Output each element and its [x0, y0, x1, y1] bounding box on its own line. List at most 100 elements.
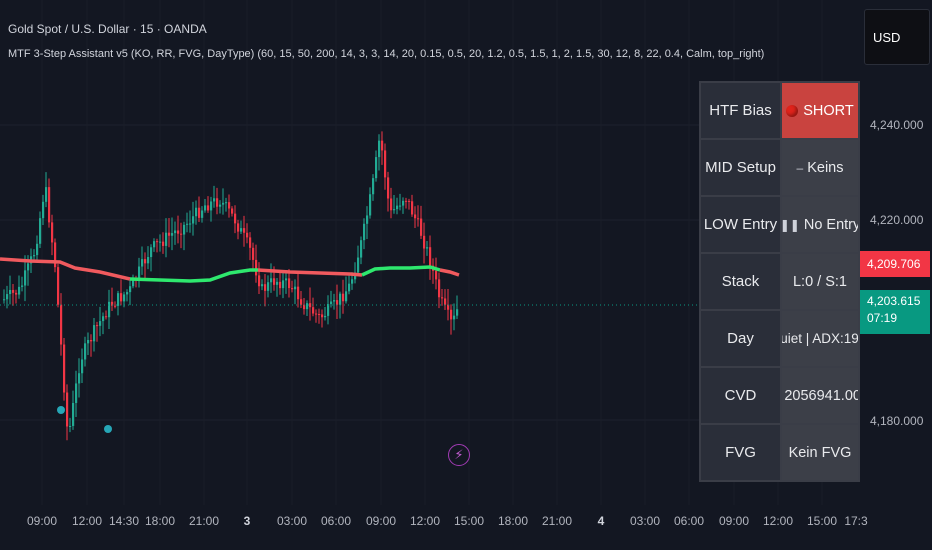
candle-body [165, 232, 168, 246]
candle-body [438, 279, 441, 298]
candle-body [222, 202, 225, 205]
candle-body [234, 213, 237, 224]
candle-body [381, 140, 384, 151]
candle-body [177, 230, 180, 234]
candle-body [225, 202, 228, 204]
candle-body [72, 402, 75, 426]
time-tick: 21:00 [188, 514, 220, 528]
candle-body [411, 201, 414, 215]
candle-body [123, 294, 126, 302]
candle-body [300, 299, 303, 305]
candle-body [405, 200, 408, 202]
indicator-label[interactable]: MTF 3-Step Assistant v5 (KO, RR, FVG, Da… [8, 48, 765, 60]
candle-body [6, 294, 9, 300]
candle-body [90, 340, 93, 342]
candle-body [312, 307, 315, 314]
candle-body [327, 304, 330, 316]
moving-average-red [257, 268, 363, 277]
bar-countdown: 07:19 [867, 311, 898, 325]
candle-body [81, 359, 84, 374]
candle-body [318, 314, 321, 316]
candle-body [237, 223, 240, 232]
candle-body [276, 281, 279, 285]
candle-body [201, 210, 204, 218]
candle-body [297, 286, 300, 300]
candle-body [390, 198, 393, 211]
signal-dot [104, 425, 112, 433]
candle-body [450, 309, 453, 320]
candle-body [207, 205, 210, 211]
candle-body [153, 241, 156, 248]
candle-body [369, 194, 372, 216]
time-tick: 4 [597, 514, 605, 528]
htf-bias-value: SHORT [782, 83, 858, 138]
candle-body [393, 209, 396, 211]
stack-label: Stack [701, 254, 780, 309]
candle-body [315, 313, 318, 315]
candle-body [213, 198, 216, 202]
candle-body [36, 243, 39, 256]
symbol-title[interactable]: Gold Spot / U.S. Dollar · 15 · OANDA [8, 22, 207, 36]
candle-body [426, 247, 429, 249]
candle-body [39, 218, 42, 244]
candle-body [363, 223, 366, 241]
candle-body [78, 373, 81, 384]
candle-body [111, 301, 114, 306]
candle-body [174, 230, 177, 234]
candle-body [420, 218, 423, 236]
candle-body [141, 259, 144, 267]
candle-body [105, 316, 108, 318]
candle-body [15, 292, 18, 295]
candle-body [159, 241, 162, 243]
candle-body [387, 177, 390, 199]
signal-dot [57, 406, 65, 414]
candle-body [168, 232, 171, 236]
candle-body [429, 247, 432, 266]
candle-body [402, 200, 405, 206]
candle-body [417, 218, 420, 220]
indicator-dashboard: HTF Bias SHORT MID Setup – Keins LOW Entr… [699, 81, 860, 482]
candle-body [63, 344, 66, 393]
pause-icon: ❚❚ [782, 217, 800, 232]
currency-button[interactable]: USD [864, 9, 930, 65]
candle-body [24, 270, 27, 286]
candle-body [333, 300, 336, 302]
candle-body [396, 205, 399, 210]
mid-setup-value: – Keins [782, 140, 858, 195]
price-tick: 4,240.000 [870, 118, 924, 132]
candle-body [51, 222, 54, 243]
candle-body [192, 216, 195, 224]
htf-bias-label: HTF Bias [701, 83, 780, 138]
candle-body [12, 289, 15, 293]
candle-body [282, 280, 285, 289]
lightning-icon[interactable]: ⚡ [448, 444, 470, 466]
candle-body [357, 257, 360, 273]
candle-body [147, 257, 150, 264]
candle-body [150, 247, 153, 258]
candle-body [210, 201, 213, 211]
candle-body [330, 301, 333, 305]
cvd-text: 2056941.000 [784, 387, 858, 404]
fvg-label: FVG [701, 425, 780, 480]
time-tick: 18:00 [497, 514, 529, 528]
ma-price-label: 4,209.706 [860, 251, 930, 277]
candle-body [447, 304, 450, 310]
low-entry-value: ❚❚ No Entry [782, 197, 858, 252]
candle-body [267, 282, 270, 291]
candle-body [288, 278, 291, 289]
day-text: Quiet | ADX:19.774 [782, 331, 858, 346]
candle-body [57, 267, 60, 305]
candle-body [69, 425, 72, 427]
price-chart[interactable] [0, 0, 858, 505]
candle-body [306, 303, 309, 310]
candle-body [114, 305, 117, 307]
candle-body [336, 300, 339, 305]
moving-average-red [439, 268, 460, 277]
time-tick: 12:00 [762, 514, 794, 528]
candle-body [138, 266, 141, 280]
day-label: Day [701, 311, 780, 366]
candle-body [264, 284, 267, 291]
candle-body [66, 392, 69, 427]
time-tick: 15:00 [453, 514, 485, 528]
time-tick: 21:00 [541, 514, 573, 528]
